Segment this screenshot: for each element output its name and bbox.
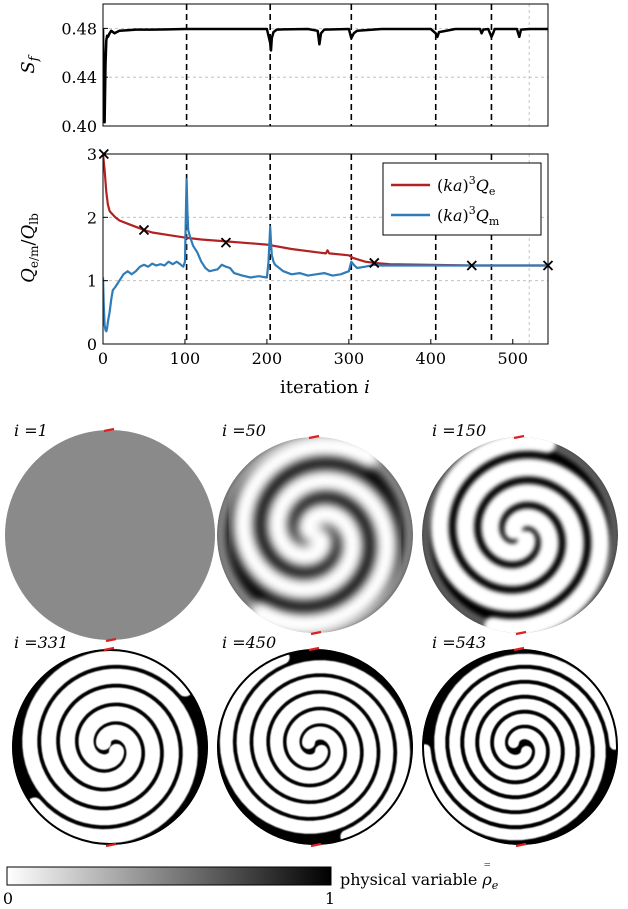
- panel-1: i =1: [5, 421, 215, 643]
- y-tick-label: 1: [87, 272, 97, 291]
- panel-label: i =150: [432, 421, 486, 440]
- sf-ylabel: Sf: [18, 54, 42, 73]
- series-line-0: [103, 27, 548, 124]
- q-ylabel: Qe/m/Qlb: [18, 213, 41, 283]
- iteration-marker: [138, 224, 150, 236]
- colorbar-label-text: physical variable: [340, 870, 477, 889]
- legend-label-qe: (ka)3Qe: [437, 174, 495, 198]
- density-panels: i =1 i =50 i =150 i =331 i =450 i =543: [5, 421, 618, 848]
- panel-label: i =543: [432, 633, 486, 652]
- x-tick-label: 0: [98, 349, 108, 368]
- colorbar-symbol-accent: ̿: [484, 864, 490, 866]
- panel-label: i =331: [14, 633, 68, 652]
- spiral-pattern: [12, 649, 208, 845]
- panel-label: i =450: [222, 633, 276, 652]
- y-tick-label: 3: [87, 145, 97, 164]
- x-tick-label: 200: [252, 349, 283, 368]
- feed-mark-bottom: [310, 842, 322, 848]
- colorbar-label: physical variable ρe: [340, 870, 499, 892]
- y-tick-label: 0.48: [61, 19, 97, 38]
- feed-mark-bottom: [515, 630, 527, 636]
- series-line-1: [103, 178, 548, 333]
- q-chart: 0 1 2 3 0 100 200 300 400 500 Qe/m/Qlb iteration…: [18, 145, 554, 398]
- colorbar-symbol: ρ: [481, 870, 492, 889]
- spiral-pattern: [422, 649, 618, 845]
- x-tick-label: 400: [416, 349, 447, 368]
- feed-mark-top: [103, 427, 115, 433]
- x-tick-label: 500: [497, 349, 528, 368]
- sf-dashed-lines: [185, 4, 493, 126]
- colorbar-gradient: [6, 866, 332, 886]
- q-y-ticks: 0 1 2 3: [87, 145, 108, 354]
- panel-2: i =50: [217, 421, 413, 636]
- colorbar-max-label: 1: [325, 889, 335, 908]
- iteration-marker: [369, 257, 380, 269]
- spiral-pattern: [217, 437, 413, 633]
- panel-5: i =450: [217, 633, 413, 848]
- y-tick-label: 0.40: [61, 117, 97, 136]
- q-axes-frame: [102, 153, 549, 345]
- legend: (ka)3Qe (ka)3Qm: [382, 162, 542, 236]
- feed-mark-top: [513, 434, 525, 440]
- panel-4: i =331: [12, 633, 208, 848]
- sf-series: [103, 27, 548, 124]
- x-tick-label: 100: [170, 349, 201, 368]
- q-markers: [98, 148, 554, 271]
- panel-3: i =150: [422, 421, 618, 636]
- y-tick-label: 0: [87, 335, 97, 354]
- sf-axes-frame: [102, 3, 549, 127]
- iteration-marker: [466, 260, 477, 271]
- q-xlabel: iteration i: [280, 377, 370, 398]
- colorbar-min-label: 0: [3, 889, 13, 908]
- feed-mark-top: [513, 646, 525, 652]
- legend-box: [382, 162, 542, 236]
- feed-mark-bottom: [310, 630, 322, 636]
- panel-6: i =543: [422, 633, 618, 848]
- y-tick-label: 2: [87, 208, 97, 227]
- feed-mark-top: [308, 646, 320, 652]
- y-tick-label: 0.44: [61, 68, 97, 87]
- feed-mark-bottom: [515, 842, 527, 848]
- x-tick-label: 300: [334, 349, 365, 368]
- feed-mark-bottom: [105, 637, 117, 643]
- iteration-marker: [220, 237, 232, 248]
- sf-grid: [103, 4, 548, 127]
- sf-chart: 0.40 0.44 0.48 Sf: [18, 3, 549, 136]
- feed-mark-bottom: [105, 842, 117, 848]
- sf-y-ticks: 0.40 0.44 0.48: [61, 19, 108, 136]
- spiral-pattern: [217, 649, 413, 845]
- panel-label: i =1: [14, 421, 48, 440]
- uniform-density-disk: [5, 430, 215, 640]
- feed-mark-top: [103, 646, 115, 652]
- panel-label: i =50: [222, 421, 266, 440]
- q-x-ticks: 0 100 200 300 400 500: [98, 339, 528, 368]
- feed-mark-top: [308, 434, 320, 440]
- spiral-pattern: [422, 437, 618, 633]
